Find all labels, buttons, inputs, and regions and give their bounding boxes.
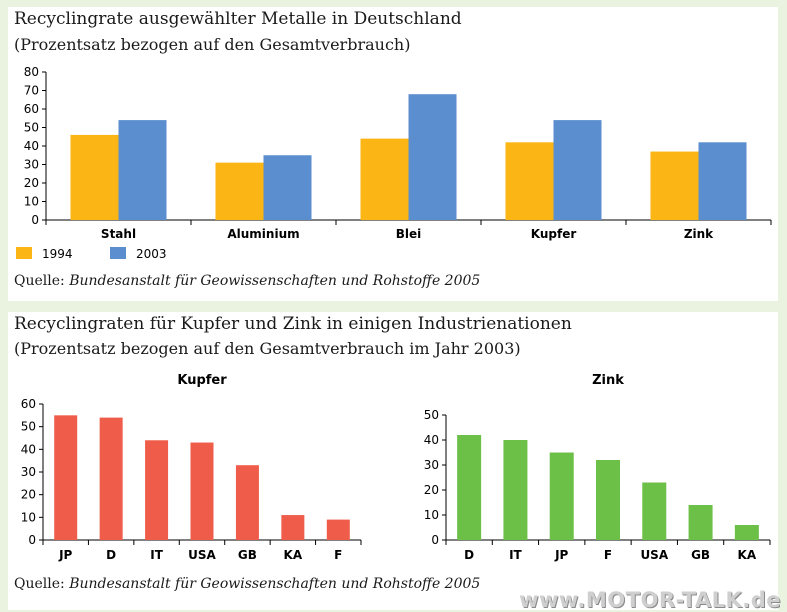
y-tick-label: 80: [24, 65, 39, 79]
x-tick-label: Aluminium: [227, 227, 299, 241]
x-tick-label: Stahl: [101, 227, 136, 241]
bar-f: [596, 460, 620, 540]
metals-bar-chart: 0 10 20 30 40 50 60 70 80 Stahl Aluminium Blei Kupfe…: [16, 65, 772, 261]
bar-usa: [190, 442, 214, 540]
x-tick-label: Zink: [684, 227, 714, 241]
bar-1994-kupfer: [505, 142, 554, 220]
watermark: www.MOTOR-TALK.de: [519, 588, 781, 612]
bar-gb: [688, 505, 713, 540]
y-tick-label: 40: [424, 433, 439, 447]
y-tick-label: 50: [24, 121, 39, 135]
y-tick-label: 0: [431, 533, 439, 547]
y-tick-label: 50: [424, 408, 439, 422]
x-tick-label: USA: [640, 548, 668, 562]
chart-source: Quelle: Bundesanstalt für Geowissenschaf…: [14, 576, 480, 592]
x-tick-label: Blei: [396, 227, 422, 241]
y-tick-label: 0: [28, 533, 36, 547]
bar-usa: [642, 482, 667, 540]
bar-d: [457, 435, 482, 540]
bar-2003-blei: [408, 94, 457, 220]
bar-gb: [235, 465, 259, 540]
bar-it: [145, 440, 169, 540]
bar-jp: [54, 415, 78, 540]
chart-subtitle: (Prozentsatz bezogen auf den Gesamtverbr…: [14, 35, 411, 54]
x-tick-label: JP: [58, 548, 72, 562]
source-label: Quelle:: [14, 273, 65, 289]
y-tick-label: 20: [21, 488, 36, 502]
x-tick-label: GB: [238, 548, 257, 562]
y-tick-label: 0: [31, 213, 39, 227]
x-tick-label: KA: [738, 548, 757, 562]
bar-1994-stahl: [70, 134, 119, 220]
chart-subtitle: (Prozentsatz bezogen auf den Gesamtverbr…: [14, 339, 521, 358]
x-tick-label: F: [334, 548, 342, 562]
x-tick-label: JP: [554, 548, 568, 562]
panel-metals-chart: Recyclingrate ausgewählter Metalle in De…: [8, 7, 778, 301]
x-tick-label: USA: [188, 548, 216, 562]
bar-d: [99, 417, 123, 540]
bar-2003-kupfer: [553, 120, 602, 220]
chart-title: Recyclingraten für Kupfer und Zink in ei…: [14, 314, 572, 334]
y-tick-label: 70: [24, 84, 39, 98]
bar-jp: [549, 452, 574, 540]
legend-label-2003: 2003: [136, 247, 167, 261]
bar-1994-aluminium: [215, 162, 264, 220]
bar-1994-zink: [650, 151, 699, 220]
bar-ka: [734, 525, 759, 540]
x-tick-label: D: [106, 548, 116, 562]
bar-2003-stahl: [118, 120, 167, 220]
legend-swatch-2003: [110, 247, 126, 259]
bar-1994-blei: [360, 138, 409, 220]
y-tick-label: 10: [424, 508, 439, 522]
source-label: Quelle:: [14, 576, 65, 592]
bar-ka: [281, 515, 305, 540]
y-tick-label: 30: [21, 465, 36, 479]
x-tick-label: D: [464, 548, 474, 562]
legend-label-1994: 1994: [42, 247, 73, 261]
copper-bar-chart: Kupfer 0 10 20 30 40 50 60 JP D IT USA GB KA F: [21, 373, 362, 562]
bar-f: [326, 519, 350, 540]
zinc-bar-chart: Zink 0 10 20 30 40 50 D IT JP F USA GB KA: [424, 373, 771, 562]
chart-title: Zink: [592, 373, 624, 388]
x-tick-label: IT: [150, 548, 163, 562]
x-tick-label: Kupfer: [531, 227, 577, 241]
y-tick-label: 20: [424, 483, 439, 497]
bar-it: [503, 440, 528, 540]
x-tick-label: GB: [691, 548, 710, 562]
y-tick-label: 10: [21, 510, 36, 524]
x-tick-label: F: [604, 548, 612, 562]
source-text: Bundesanstalt für Geowissenschaften und …: [69, 273, 481, 289]
y-tick-label: 60: [24, 102, 39, 116]
y-tick-label: 30: [424, 458, 439, 472]
bar-2003-aluminium: [263, 155, 312, 220]
y-tick-label: 60: [21, 397, 36, 411]
chart-source: Quelle: Bundesanstalt für Geowissenschaf…: [14, 273, 480, 289]
y-tick-label: 50: [21, 420, 36, 434]
x-tick-label: IT: [509, 548, 522, 562]
source-text: Bundesanstalt für Geowissenschaften und …: [69, 576, 481, 592]
y-tick-label: 10: [24, 195, 39, 209]
chart-title: Kupfer: [177, 373, 227, 388]
y-tick-label: 30: [24, 158, 39, 172]
panel-industrial-nations-charts: Recyclingraten für Kupfer und Zink in ei…: [8, 312, 778, 610]
x-tick-label: KA: [284, 548, 303, 562]
y-tick-label: 40: [21, 442, 36, 456]
y-tick-label: 40: [24, 139, 39, 153]
bar-2003-zink: [698, 142, 747, 220]
y-tick-label: 20: [24, 176, 39, 190]
chart-title: Recyclingrate ausgewählter Metalle in De…: [14, 9, 462, 29]
legend-swatch-1994: [16, 247, 32, 259]
